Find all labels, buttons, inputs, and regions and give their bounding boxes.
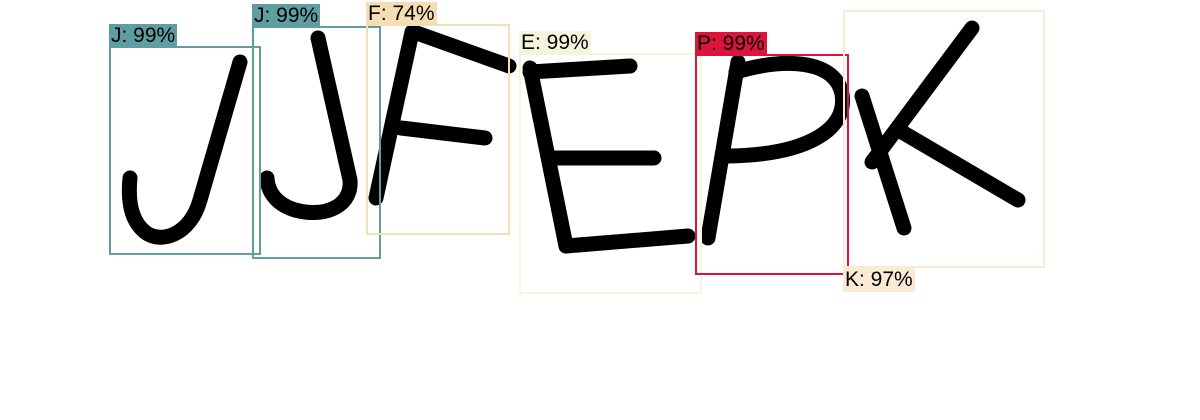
glyph-j-1 (121, 54, 248, 245)
detection-label-k: K: 97% (843, 268, 915, 292)
detection-box-j-1 (109, 46, 261, 255)
glyph-p-stem (700, 54, 746, 246)
detection-label-f: F: 74% (366, 2, 437, 26)
glyph-f-top (406, 24, 517, 74)
glyph-e-top (522, 58, 638, 80)
glyph-e-bottom (558, 228, 696, 254)
glyph-k-lower (894, 124, 1026, 208)
glyph-f-stem (368, 24, 420, 206)
glyph-j-2 (259, 30, 358, 220)
detection-label-p: P: 99% (695, 32, 767, 56)
glyph-k-stem (854, 88, 912, 236)
detection-box-k (843, 10, 1045, 268)
detection-box-p (695, 54, 849, 275)
glyph-p-bowl (720, 55, 851, 164)
detection-box-e (519, 53, 702, 294)
detection-box-j-2 (252, 26, 381, 259)
detection-label-j-2: J: 99% (252, 4, 321, 28)
detection-label-j-1: J: 99% (109, 24, 178, 48)
detection-label-e: E: 99% (519, 31, 591, 55)
glyph-f-mid (393, 120, 493, 146)
glyph-k-upper (864, 20, 980, 170)
detection-box-f (366, 24, 510, 235)
